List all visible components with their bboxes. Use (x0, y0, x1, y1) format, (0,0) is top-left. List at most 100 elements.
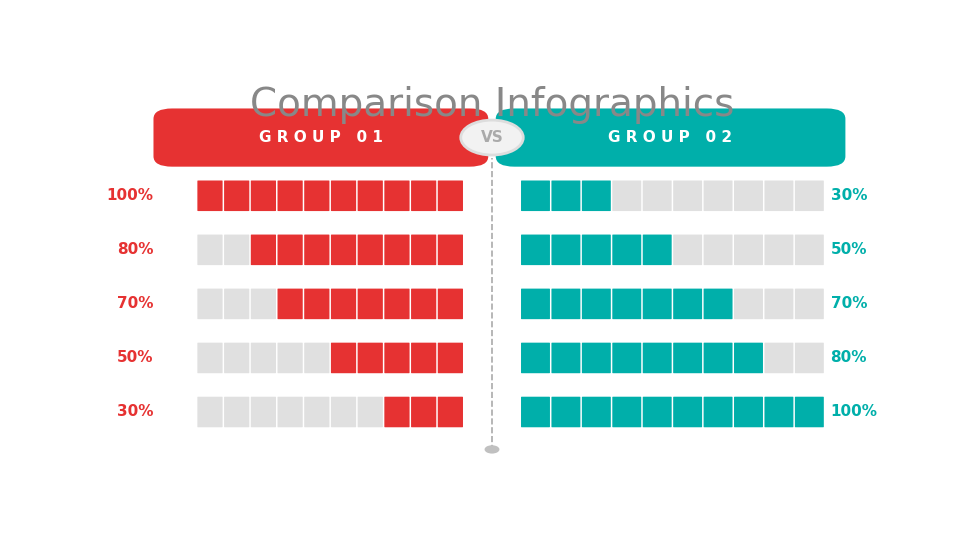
FancyBboxPatch shape (643, 180, 672, 211)
FancyBboxPatch shape (438, 234, 463, 265)
FancyBboxPatch shape (358, 180, 383, 211)
FancyBboxPatch shape (673, 180, 702, 211)
FancyBboxPatch shape (411, 180, 436, 211)
FancyBboxPatch shape (198, 180, 223, 211)
FancyBboxPatch shape (224, 288, 250, 319)
FancyBboxPatch shape (384, 180, 410, 211)
FancyBboxPatch shape (521, 234, 550, 265)
FancyBboxPatch shape (673, 397, 702, 427)
Circle shape (461, 120, 523, 155)
FancyBboxPatch shape (304, 343, 329, 373)
FancyBboxPatch shape (411, 343, 436, 373)
FancyBboxPatch shape (734, 234, 763, 265)
FancyBboxPatch shape (795, 288, 824, 319)
FancyBboxPatch shape (384, 288, 410, 319)
FancyBboxPatch shape (551, 397, 581, 427)
FancyBboxPatch shape (764, 180, 793, 211)
FancyBboxPatch shape (251, 180, 276, 211)
FancyBboxPatch shape (734, 180, 763, 211)
FancyBboxPatch shape (582, 180, 611, 211)
FancyBboxPatch shape (331, 343, 356, 373)
FancyBboxPatch shape (673, 288, 702, 319)
FancyBboxPatch shape (673, 234, 702, 265)
FancyBboxPatch shape (331, 180, 356, 211)
FancyBboxPatch shape (411, 234, 436, 265)
Text: 100%: 100% (107, 188, 154, 203)
Text: 80%: 80% (117, 242, 154, 258)
FancyBboxPatch shape (224, 397, 250, 427)
FancyBboxPatch shape (582, 288, 611, 319)
FancyBboxPatch shape (198, 234, 223, 265)
FancyBboxPatch shape (358, 234, 383, 265)
FancyBboxPatch shape (251, 288, 276, 319)
FancyBboxPatch shape (277, 234, 302, 265)
FancyBboxPatch shape (438, 180, 463, 211)
Text: Comparison Infographics: Comparison Infographics (250, 85, 734, 124)
FancyBboxPatch shape (673, 343, 702, 373)
FancyBboxPatch shape (224, 234, 250, 265)
FancyBboxPatch shape (612, 288, 641, 319)
FancyBboxPatch shape (551, 288, 581, 319)
FancyBboxPatch shape (438, 397, 463, 427)
FancyBboxPatch shape (251, 397, 276, 427)
FancyBboxPatch shape (154, 109, 489, 167)
FancyBboxPatch shape (331, 234, 356, 265)
FancyBboxPatch shape (384, 397, 410, 427)
FancyBboxPatch shape (704, 343, 732, 373)
FancyBboxPatch shape (704, 180, 732, 211)
FancyBboxPatch shape (521, 288, 550, 319)
Circle shape (485, 446, 499, 454)
FancyBboxPatch shape (277, 288, 302, 319)
Text: 50%: 50% (117, 350, 154, 366)
FancyBboxPatch shape (358, 288, 383, 319)
Text: G R O U P   0 1: G R O U P 0 1 (259, 130, 383, 145)
FancyBboxPatch shape (734, 343, 763, 373)
Text: 30%: 30% (117, 404, 154, 420)
FancyBboxPatch shape (551, 234, 581, 265)
FancyBboxPatch shape (704, 397, 732, 427)
FancyBboxPatch shape (304, 288, 329, 319)
FancyBboxPatch shape (764, 397, 793, 427)
FancyBboxPatch shape (304, 180, 329, 211)
FancyBboxPatch shape (277, 343, 302, 373)
FancyBboxPatch shape (411, 288, 436, 319)
FancyBboxPatch shape (764, 234, 793, 265)
FancyBboxPatch shape (277, 397, 302, 427)
FancyBboxPatch shape (551, 343, 581, 373)
FancyBboxPatch shape (582, 343, 611, 373)
FancyBboxPatch shape (358, 397, 383, 427)
FancyBboxPatch shape (643, 234, 672, 265)
FancyBboxPatch shape (734, 397, 763, 427)
FancyBboxPatch shape (795, 343, 824, 373)
FancyBboxPatch shape (521, 397, 550, 427)
Text: 70%: 70% (830, 296, 867, 312)
FancyBboxPatch shape (304, 397, 329, 427)
Text: 30%: 30% (830, 188, 867, 203)
Text: 80%: 80% (830, 350, 867, 366)
FancyBboxPatch shape (358, 343, 383, 373)
FancyBboxPatch shape (795, 234, 824, 265)
Text: G R O U P   0 2: G R O U P 0 2 (609, 130, 732, 145)
FancyBboxPatch shape (411, 397, 436, 427)
FancyBboxPatch shape (612, 234, 641, 265)
FancyBboxPatch shape (224, 180, 250, 211)
FancyBboxPatch shape (384, 343, 410, 373)
FancyBboxPatch shape (495, 109, 846, 167)
FancyBboxPatch shape (643, 288, 672, 319)
FancyBboxPatch shape (643, 397, 672, 427)
FancyBboxPatch shape (224, 343, 250, 373)
FancyBboxPatch shape (612, 397, 641, 427)
FancyBboxPatch shape (521, 180, 550, 211)
FancyBboxPatch shape (582, 234, 611, 265)
FancyBboxPatch shape (438, 343, 463, 373)
FancyBboxPatch shape (251, 234, 276, 265)
FancyBboxPatch shape (198, 397, 223, 427)
FancyBboxPatch shape (764, 288, 793, 319)
FancyBboxPatch shape (331, 288, 356, 319)
Text: 70%: 70% (117, 296, 154, 312)
FancyBboxPatch shape (304, 234, 329, 265)
FancyBboxPatch shape (612, 343, 641, 373)
FancyBboxPatch shape (764, 343, 793, 373)
FancyBboxPatch shape (198, 288, 223, 319)
FancyBboxPatch shape (521, 343, 550, 373)
